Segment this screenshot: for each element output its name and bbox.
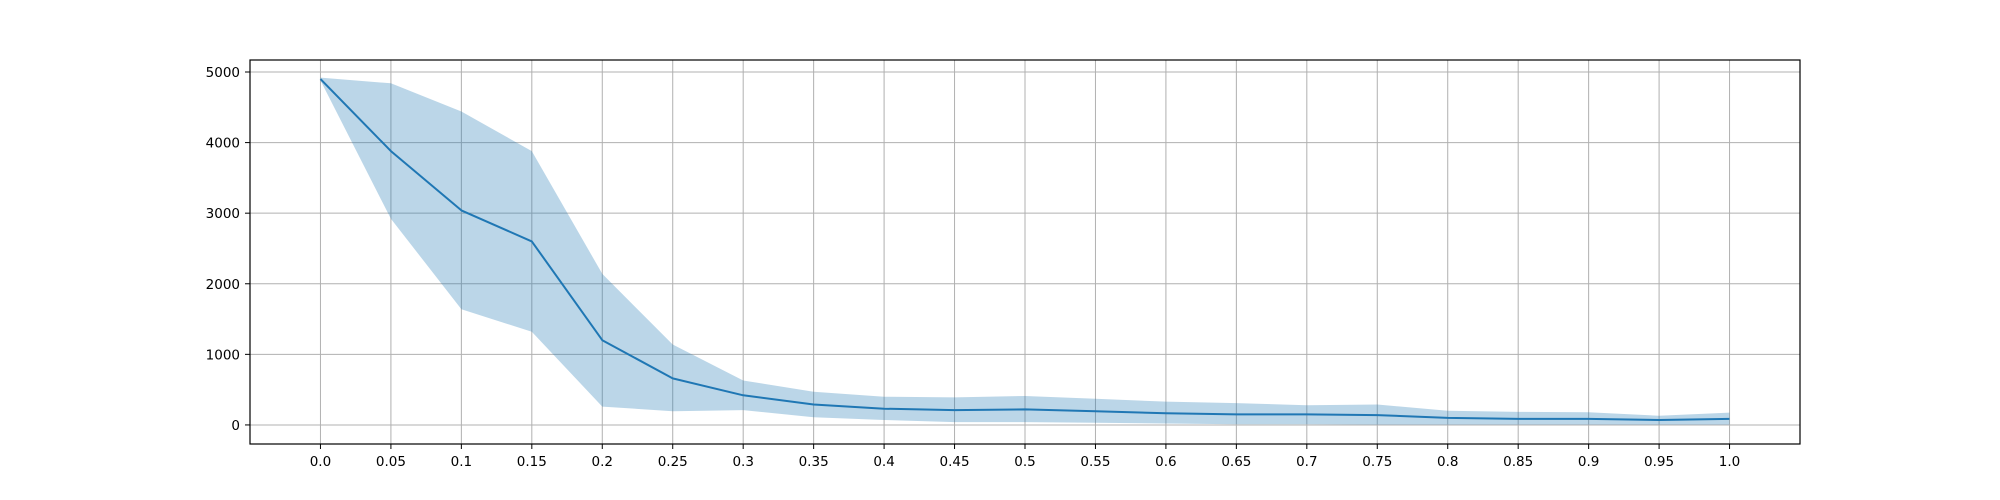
- y-tick-label: 1000: [206, 347, 240, 363]
- x-tick-label: 1.0: [1719, 454, 1740, 470]
- x-tick-label: 0.8: [1437, 454, 1458, 470]
- series-line: [319, 78, 1730, 421]
- x-tick-label: 0.3: [732, 454, 753, 470]
- x-tick-label: 0.65: [1221, 454, 1251, 470]
- x-tick-label: 0.6: [1155, 454, 1176, 470]
- x-tick-label: 0.45: [940, 454, 970, 470]
- x-axis-ticks: 0.0 0.05 0.1 0.15 0.2 0.25 0.3 0.35 0.4 0.45 0.5 0.…: [310, 444, 1740, 470]
- confidence-band-layer: [320, 77, 1730, 425]
- y-tick-label: 3000: [206, 206, 240, 222]
- x-tick-label: 0.1: [451, 454, 472, 470]
- confidence-band: [320, 77, 1730, 425]
- x-tick-label: 0.2: [592, 454, 613, 470]
- x-tick-label: 0.75: [1362, 454, 1392, 470]
- x-tick-label: 0.55: [1080, 454, 1110, 470]
- x-tick-label: 0.85: [1503, 454, 1533, 470]
- x-tick-label: 0.9: [1578, 454, 1599, 470]
- series-line-layer: [319, 78, 1730, 421]
- x-tick-label: 0.0: [310, 454, 331, 470]
- x-tick-label: 0.05: [376, 454, 406, 470]
- x-tick-label: 0.7: [1296, 454, 1317, 470]
- y-tick-label: 0: [231, 418, 240, 434]
- y-tick-label: 5000: [206, 65, 240, 81]
- x-tick-label: 0.35: [799, 454, 829, 470]
- y-axis-ticks: 0 1000 2000 3000 4000 5000: [206, 65, 250, 434]
- grid-lines: [250, 60, 1800, 444]
- y-tick-label: 4000: [206, 136, 240, 152]
- x-tick-label: 0.15: [517, 454, 547, 470]
- x-tick-label: 0.5: [1014, 454, 1035, 470]
- x-tick-label: 0.95: [1644, 454, 1674, 470]
- x-tick-label: 0.25: [658, 454, 688, 470]
- y-tick-label: 2000: [206, 277, 240, 293]
- x-tick-label: 0.4: [873, 454, 894, 470]
